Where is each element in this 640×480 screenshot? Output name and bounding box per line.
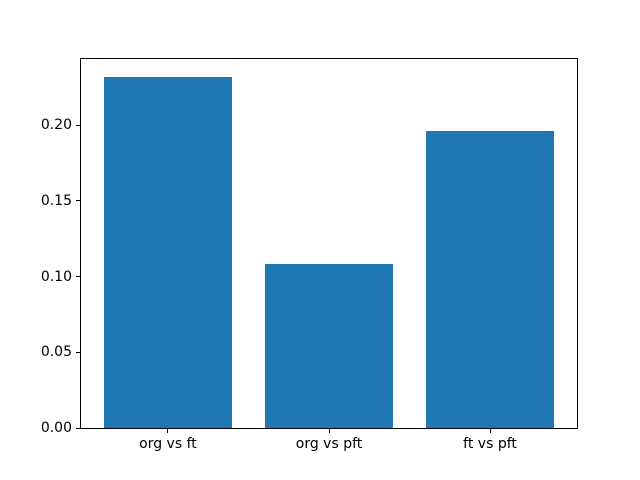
bar-org-vs-pft <box>264 264 394 428</box>
y-tick-mark <box>76 351 80 353</box>
y-tick-mark <box>76 200 80 202</box>
y-tick-mark <box>76 124 80 126</box>
x-tick-mark <box>167 429 169 433</box>
x-tick-label: ft vs pft <box>463 436 517 452</box>
y-tick-mark <box>76 427 80 429</box>
y-tick-label: 0.05 <box>40 344 72 361</box>
bar-ft-vs-pft <box>425 131 555 428</box>
y-tick-label: 0.00 <box>40 420 72 436</box>
y-tick-label: 0.20 <box>40 117 72 134</box>
y-tick-label: 0.10 <box>40 268 72 285</box>
plot-area: 0.00 0.05 0.10 0.15 0.20 org vs ft org vs pft f… <box>41 58 578 451</box>
x-tick-label: org vs pft <box>295 436 363 452</box>
x-tick-mark <box>328 429 330 433</box>
bar-org-vs-ft <box>103 76 233 428</box>
y-tick-label: 0.15 <box>40 192 72 209</box>
x-tick-mark <box>489 429 491 433</box>
x-tick-label: org vs ft <box>139 436 197 452</box>
y-tick-mark <box>76 276 80 278</box>
